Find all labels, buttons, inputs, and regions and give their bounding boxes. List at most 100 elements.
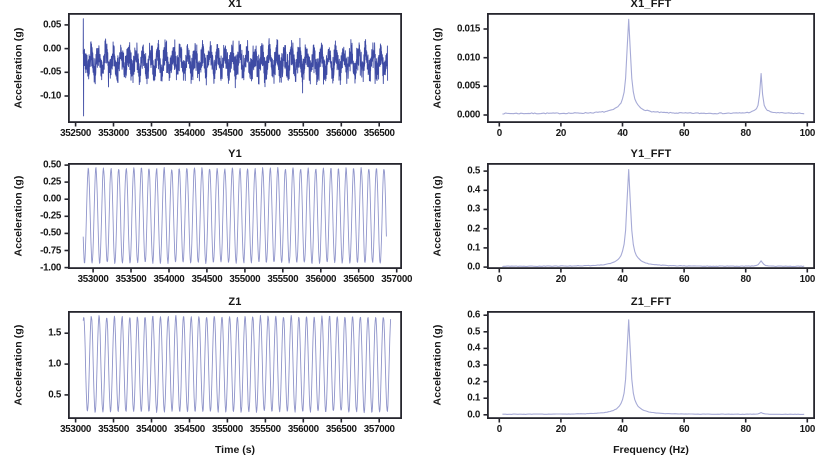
subplot-y1-fft: Y1_FFT Acceleration (g) 0 20 40 60 80 100 0.5 0… [432, 148, 816, 285]
y-tick-label: 0.2 [467, 223, 480, 235]
y-axis-label-z1: Acceleration (g) [12, 324, 25, 406]
y-tick-label: 0.6 [467, 309, 480, 321]
x-tick-label: 80 [740, 274, 752, 285]
y-tick-label: 0.5 [467, 326, 480, 338]
x-tick-label: 353500 [136, 128, 167, 139]
plot-area-z1 [64, 310, 403, 423]
x-axis-label-frequency: Frequency (Hz) [613, 444, 689, 456]
y-tick-label: 0.25 [43, 176, 61, 188]
y-axis-label-z1-fft: Acceleration (g) [431, 324, 444, 406]
x-tick-label: 355500 [287, 128, 319, 139]
x-tick-label: 357000 [363, 424, 395, 435]
x-tick-label: 20 [555, 274, 567, 285]
x-tick-label: 355500 [267, 274, 299, 285]
y-tick-label: 0.3 [467, 203, 480, 215]
y-tick-label: 0.0 [467, 409, 480, 421]
y-tick-label: 0.000 [456, 109, 480, 121]
x-tick-label: 357000 [381, 274, 413, 285]
y-tick-label: 0.50 [43, 159, 61, 171]
x-tick-label: 40 [617, 128, 628, 139]
subplot-x1: X1 Acceleration (g) 352500 353000 353500 35… [13, 0, 403, 139]
chart-title-y1: Y1 [228, 148, 242, 160]
x-tick-label: 20 [555, 128, 567, 139]
x-tick-label: 354500 [211, 128, 243, 139]
x-tick-label: 354000 [153, 274, 185, 285]
x-tick-label: 356500 [325, 424, 357, 435]
x-tick-label: 60 [678, 424, 690, 435]
x-tick-label: 353000 [98, 128, 129, 139]
x-tick-label: 60 [678, 274, 690, 285]
plot-area-x1 [64, 12, 403, 127]
chart-title-x1: X1 [228, 0, 242, 10]
x-tick-label: 354500 [191, 274, 223, 285]
y-tick-label: -0.10 [40, 90, 61, 102]
x-tick-label: 40 [617, 274, 628, 285]
x-tick-label: 353500 [98, 424, 129, 435]
chart-title-z1: Z1 [228, 296, 242, 308]
x-tick-label: 352500 [60, 128, 92, 139]
plot-area-y1-fft [483, 162, 816, 273]
plot-area-z1-fft [483, 310, 816, 423]
y-tick-label: 0.5 [48, 389, 61, 401]
y-tick-label: -0.25 [40, 210, 61, 222]
y-tick-label: 0.4 [467, 342, 480, 354]
x-tick-label: 100 [799, 424, 816, 435]
y-tick-label: 1.0 [48, 358, 61, 370]
chart-title-x1-fft: X1_FFT [630, 0, 672, 10]
y-tick-label: 0.005 [456, 80, 480, 92]
y-tick-label: 0.015 [456, 23, 480, 35]
y-tick-label: 0.1 [467, 392, 480, 404]
y-tick-label: 1.5 [48, 327, 61, 339]
x-tick-label: 60 [678, 128, 690, 139]
x-tick-label: 356500 [343, 274, 375, 285]
x-tick-label: 356000 [287, 424, 319, 435]
plot-area-x1-fft [483, 12, 816, 127]
y-tick-label: 0.00 [43, 193, 61, 205]
x-tick-label: 353500 [115, 274, 147, 285]
y-tick-label: 0.1 [467, 242, 480, 254]
y-tick-label: -1.00 [40, 262, 61, 274]
x-tick-label: 354500 [174, 424, 205, 435]
y-tick-label: 0.0 [467, 261, 480, 273]
x-tick-label: 355500 [249, 424, 281, 435]
x-tick-label: 20 [555, 424, 567, 435]
chart-title-y1-fft: Y1_FFT [630, 148, 672, 160]
x-tick-label: 353000 [77, 274, 109, 285]
x-tick-label: 356000 [305, 274, 337, 285]
x-tick-label: 354000 [136, 424, 167, 435]
x-tick-label: 100 [799, 274, 816, 285]
x-axis-label-time: Time (s) [214, 444, 256, 456]
y-tick-label: 0.010 [456, 52, 480, 64]
subplot-y1: Y1 Acceleration (g) 353000 353500 354000 35… [13, 148, 413, 285]
y-tick-label: 0.05 [43, 19, 61, 31]
x-tick-label: 355000 [249, 128, 281, 139]
y-tick-label: -0.50 [40, 227, 61, 239]
x-tick-label: 80 [740, 128, 752, 139]
y-axis-label-y1-fft: Acceleration (g) [431, 175, 444, 257]
y-axis-label-y1: Acceleration (g) [12, 175, 25, 257]
x-tick-label: 356000 [325, 128, 357, 139]
subplot-x1-fft: X1_FFT Acceleration (g) 0 20 40 60 80 100 0.01… [432, 0, 816, 139]
y-axis-label-x1-fft: Acceleration (g) [431, 27, 444, 109]
y-tick-label: 0.4 [467, 184, 480, 196]
x-tick-label: 354000 [174, 128, 205, 139]
y-tick-label: -0.75 [40, 245, 61, 257]
x-tick-label: 356500 [363, 128, 395, 139]
x-tick-label: 40 [617, 424, 628, 435]
plot-area-y1 [64, 162, 403, 273]
y-axis-label-x1: Acceleration (g) [12, 27, 25, 109]
x-tick-label: 80 [740, 424, 752, 435]
x-tick-label: 0 [496, 274, 502, 285]
subplot-z1-fft: Z1_FFT Acceleration (g) 0 20 40 60 80 100 0.6 0… [432, 296, 816, 456]
x-tick-label: 100 [799, 128, 816, 139]
x-tick-label: 355000 [211, 424, 243, 435]
x-tick-label: 355000 [229, 274, 261, 285]
chart-title-z1-fft: Z1_FFT [630, 296, 672, 308]
y-tick-label: -0.05 [40, 66, 61, 78]
x-tick-label: 0 [496, 128, 502, 139]
y-tick-label: 0.3 [467, 359, 480, 371]
y-tick-label: 0.2 [467, 376, 480, 388]
x-tick-label: 353000 [60, 424, 92, 435]
y-tick-label: 0.5 [467, 165, 480, 177]
